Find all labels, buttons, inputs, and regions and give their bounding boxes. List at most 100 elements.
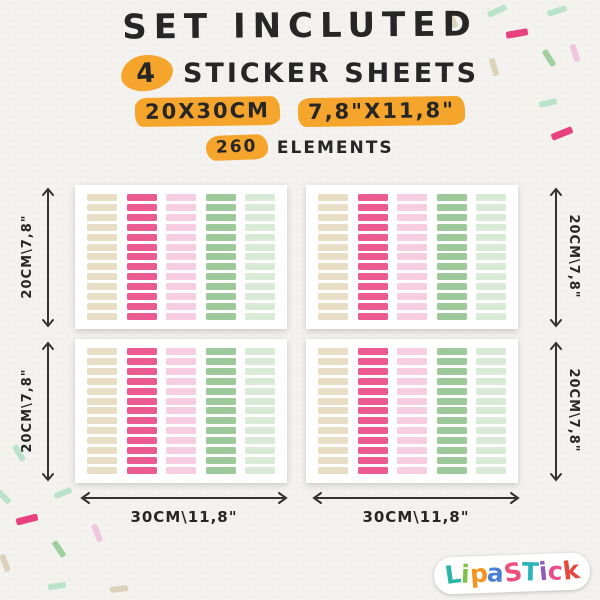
sticker-bar	[126, 263, 157, 271]
sticker-bar	[397, 377, 427, 385]
sticker-bar	[357, 233, 388, 241]
confetti-sprinkle	[53, 486, 73, 500]
sticker-bar	[245, 283, 275, 291]
height-label-right-top: 20CM\7,8"	[566, 214, 581, 299]
sticker-bar	[87, 223, 117, 231]
sticker-bar	[166, 223, 196, 231]
sticker-bar	[166, 194, 196, 201]
sticker-bar	[357, 427, 388, 435]
sticker-column	[245, 348, 275, 474]
sticker-bar	[87, 233, 117, 241]
sticker-bar	[397, 387, 427, 395]
sticker-bar	[397, 348, 427, 355]
sticker-bar	[126, 417, 157, 425]
sticker-bar	[245, 357, 275, 365]
sticker-bar	[205, 367, 236, 375]
sticker-bar	[87, 194, 117, 201]
sticker-bar	[245, 243, 275, 251]
sticker-bar	[318, 213, 348, 221]
sticker-bar	[205, 397, 236, 405]
sticker-bar	[245, 466, 275, 474]
sticker-bar	[357, 302, 388, 310]
sticker-bar	[436, 466, 467, 474]
sticker-bar	[87, 203, 117, 211]
sticker-bar	[87, 387, 117, 395]
sticker-bar	[87, 367, 117, 375]
sticker-bar	[476, 387, 506, 395]
elements-label: ELEMENTS	[276, 137, 394, 158]
sticker-bar	[87, 437, 117, 445]
sticker-column	[318, 194, 348, 320]
sticker-bar	[357, 194, 388, 201]
sticker-bar	[205, 437, 236, 445]
sticker-bar	[476, 223, 506, 231]
sticker-bar	[245, 348, 275, 355]
sticker-column	[436, 194, 467, 320]
sticker-bar	[436, 407, 467, 415]
confetti-sprinkle	[109, 585, 129, 593]
sticker-bar	[205, 273, 236, 281]
sticker-bar	[397, 357, 427, 365]
sticker-bar	[87, 427, 117, 435]
sticker-column	[166, 194, 196, 320]
sticker-bar	[245, 263, 275, 271]
sticker-bar	[126, 407, 157, 415]
sticker-bar	[357, 273, 388, 281]
sticker-bar	[397, 397, 427, 405]
sticker-column	[476, 194, 506, 320]
sticker-bar	[87, 273, 117, 281]
sticker-bar	[245, 203, 275, 211]
sticker-bar	[126, 348, 157, 355]
sticker-bar	[357, 263, 388, 271]
sticker-sheet-top-left	[75, 185, 287, 329]
sticker-bar	[245, 387, 275, 395]
sticker-bar	[436, 302, 467, 310]
sticker-bar	[357, 293, 388, 301]
sticker-bar	[476, 194, 506, 201]
sticker-bar	[397, 417, 427, 425]
sticker-bar	[397, 213, 427, 221]
sticker-bar	[476, 456, 506, 464]
sticker-bar	[397, 233, 427, 241]
sticker-bar	[126, 377, 157, 385]
sticker-bar	[476, 253, 506, 261]
confetti-sprinkle	[0, 553, 11, 573]
sticker-bar	[245, 312, 275, 320]
sticker-bar	[476, 397, 506, 405]
sticker-bar	[126, 213, 157, 221]
sticker-bar	[87, 302, 117, 310]
logo-letter: S	[501, 556, 525, 589]
sticker-bar	[87, 456, 117, 464]
sticker-column	[205, 194, 236, 320]
sticker-bar	[397, 312, 427, 320]
sticker-column	[245, 194, 275, 320]
sticker-bar	[357, 348, 388, 355]
sticker-bar	[245, 233, 275, 241]
sticker-bar	[205, 194, 236, 201]
sticker-bar	[166, 417, 196, 425]
width-arrow-right	[312, 492, 520, 504]
sticker-bar	[126, 253, 157, 261]
sticker-bar	[245, 377, 275, 385]
sticker-bar	[318, 194, 348, 201]
sticker-bar	[397, 456, 427, 464]
sticker-bar	[126, 357, 157, 365]
sticker-bar	[87, 407, 117, 415]
sticker-bar	[436, 273, 467, 281]
sticker-column	[357, 194, 388, 320]
confetti-sprinkle	[15, 513, 39, 526]
sticker-bar	[166, 233, 196, 241]
sticker-bar	[436, 447, 467, 455]
sticker-bar	[318, 293, 348, 301]
logo-letter: T	[521, 557, 540, 587]
sticker-bar	[245, 367, 275, 375]
size-metric: 20X30CM	[134, 96, 281, 128]
sticker-bar	[318, 407, 348, 415]
sticker-bar	[436, 223, 467, 231]
sticker-bar	[397, 243, 427, 251]
sticker-bar	[357, 283, 388, 291]
sticker-bar	[436, 357, 467, 365]
sticker-bar	[205, 263, 236, 271]
sticker-bar	[357, 243, 388, 251]
